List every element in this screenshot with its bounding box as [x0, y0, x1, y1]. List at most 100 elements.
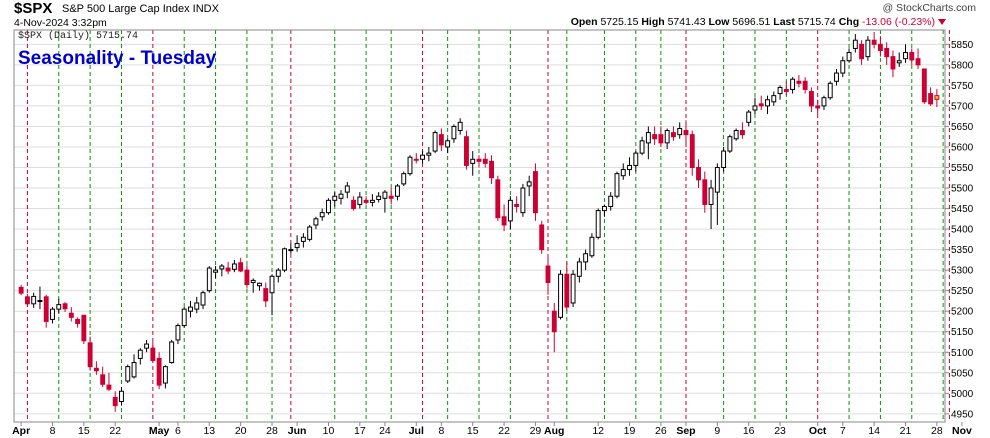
candle-body: [144, 343, 150, 349]
x-tick-label: 24: [379, 425, 391, 437]
candle-body: [18, 286, 24, 294]
x-tick-label: 6: [175, 425, 181, 437]
x-tick-label: 15: [78, 425, 90, 437]
high-value: 5741.43: [667, 16, 706, 28]
candle-body: [100, 374, 106, 385]
candle-body: [601, 205, 607, 212]
candle-body: [282, 248, 288, 271]
plot-frame: [13, 29, 946, 423]
candle-body: [131, 362, 137, 378]
candle-body: [294, 242, 300, 249]
candle-body: [313, 218, 319, 226]
x-tick-label: 17: [354, 425, 366, 437]
candle-body: [852, 39, 858, 49]
candle-body: [125, 366, 131, 382]
x-tick-label: 8: [438, 425, 444, 437]
candle-body: [752, 105, 758, 111]
candle-body: [921, 68, 927, 103]
candle-body: [332, 195, 338, 201]
candle-body: [213, 269, 219, 273]
chart-header: $SPX S&P 500 Large Cap Index INDX 4-Nov-…: [0, 0, 990, 30]
y-tick-label: 4950: [951, 409, 974, 420]
candle-body: [93, 367, 99, 372]
candle-body: [319, 212, 325, 218]
candle-body: [896, 60, 902, 64]
candle-body: [112, 396, 118, 407]
candle-body: [369, 199, 375, 203]
down-arrow-icon: [938, 19, 946, 26]
candle-body: [24, 296, 30, 305]
instrument-name: S&P 500 Large Cap Index INDX: [62, 3, 219, 15]
x-tick-label: Nov: [952, 425, 972, 437]
candle-body: [583, 253, 589, 263]
candle-body: [526, 181, 532, 187]
candle-body: [106, 384, 112, 390]
y-tick-label: 5600: [951, 142, 974, 153]
x-tick-label: 9: [714, 425, 720, 437]
candle-body: [263, 288, 269, 302]
low-value: 5696.51: [732, 16, 771, 28]
candle-body: [37, 300, 43, 303]
candle-body: [727, 136, 733, 152]
candle-body: [683, 130, 689, 136]
candle-body: [620, 169, 626, 177]
candle-body: [507, 199, 513, 222]
high-label: High: [641, 16, 665, 28]
candle-body: [545, 265, 551, 283]
candle-body: [188, 306, 193, 312]
y-tick-label: 5550: [951, 163, 974, 174]
candle-body: [288, 249, 294, 252]
candle-body: [137, 349, 143, 359]
candle-body: [344, 185, 350, 193]
candle-body: [645, 132, 651, 144]
candle-body: [689, 134, 695, 168]
x-tick-label: 14: [868, 425, 880, 437]
candle-body: [87, 342, 93, 368]
y-tick-label: 5800: [951, 60, 974, 71]
candle-body: [175, 325, 181, 341]
candle-body: [501, 216, 507, 226]
y-tick-label: 5200: [951, 307, 974, 318]
candle-body: [432, 132, 438, 152]
candle-body: [413, 158, 419, 161]
candle-body: [595, 210, 601, 238]
x-tick-label: 22: [498, 425, 510, 437]
candle-body: [395, 185, 400, 197]
candle-body: [514, 203, 520, 207]
candle-body: [570, 273, 576, 304]
candle-body: [827, 82, 833, 99]
x-tick-label: 28: [266, 425, 278, 437]
candle-body: [614, 173, 620, 197]
y-tick-label: 5250: [951, 286, 974, 297]
candle-body: [426, 152, 432, 156]
ticker-symbol: $SPX: [14, 0, 53, 17]
candle-body: [438, 134, 444, 146]
x-tick-label: 23: [774, 425, 786, 437]
x-tick-label: 13: [203, 425, 215, 437]
candle-body: [677, 127, 683, 136]
x-tick-label: 12: [592, 425, 604, 437]
vertical-lines: [26, 30, 950, 422]
y-axis: 4950 5000 5050 5100 5150 5200 5250 5300 5350 5400…: [945, 40, 974, 420]
candle-body: [708, 187, 714, 205]
y-tick-label: 5150: [951, 327, 974, 338]
candle-body: [658, 134, 664, 144]
y-tick-label: 5300: [951, 266, 974, 277]
candle-body: [150, 347, 156, 361]
candle-body: [407, 156, 413, 175]
candle-body: [457, 121, 463, 132]
y-tick-label: 5750: [951, 81, 974, 92]
x-tick-label: 15: [467, 425, 479, 437]
y-tick-label: 5400: [951, 225, 974, 236]
x-tick-label: Apr: [12, 425, 30, 437]
candle-body: [664, 130, 670, 144]
ohlc-readout: Open 5725.15 High 5741.43 Low 5696.51 La…: [571, 16, 946, 28]
x-tick-label: Jul: [409, 425, 424, 437]
x-tick-label: 21: [900, 425, 912, 437]
candle-body: [670, 132, 676, 138]
candle-body: [589, 236, 595, 257]
candle-body: [43, 296, 49, 322]
candle-body: [269, 275, 275, 294]
candle-body: [576, 261, 582, 277]
candle-body: [31, 295, 37, 305]
